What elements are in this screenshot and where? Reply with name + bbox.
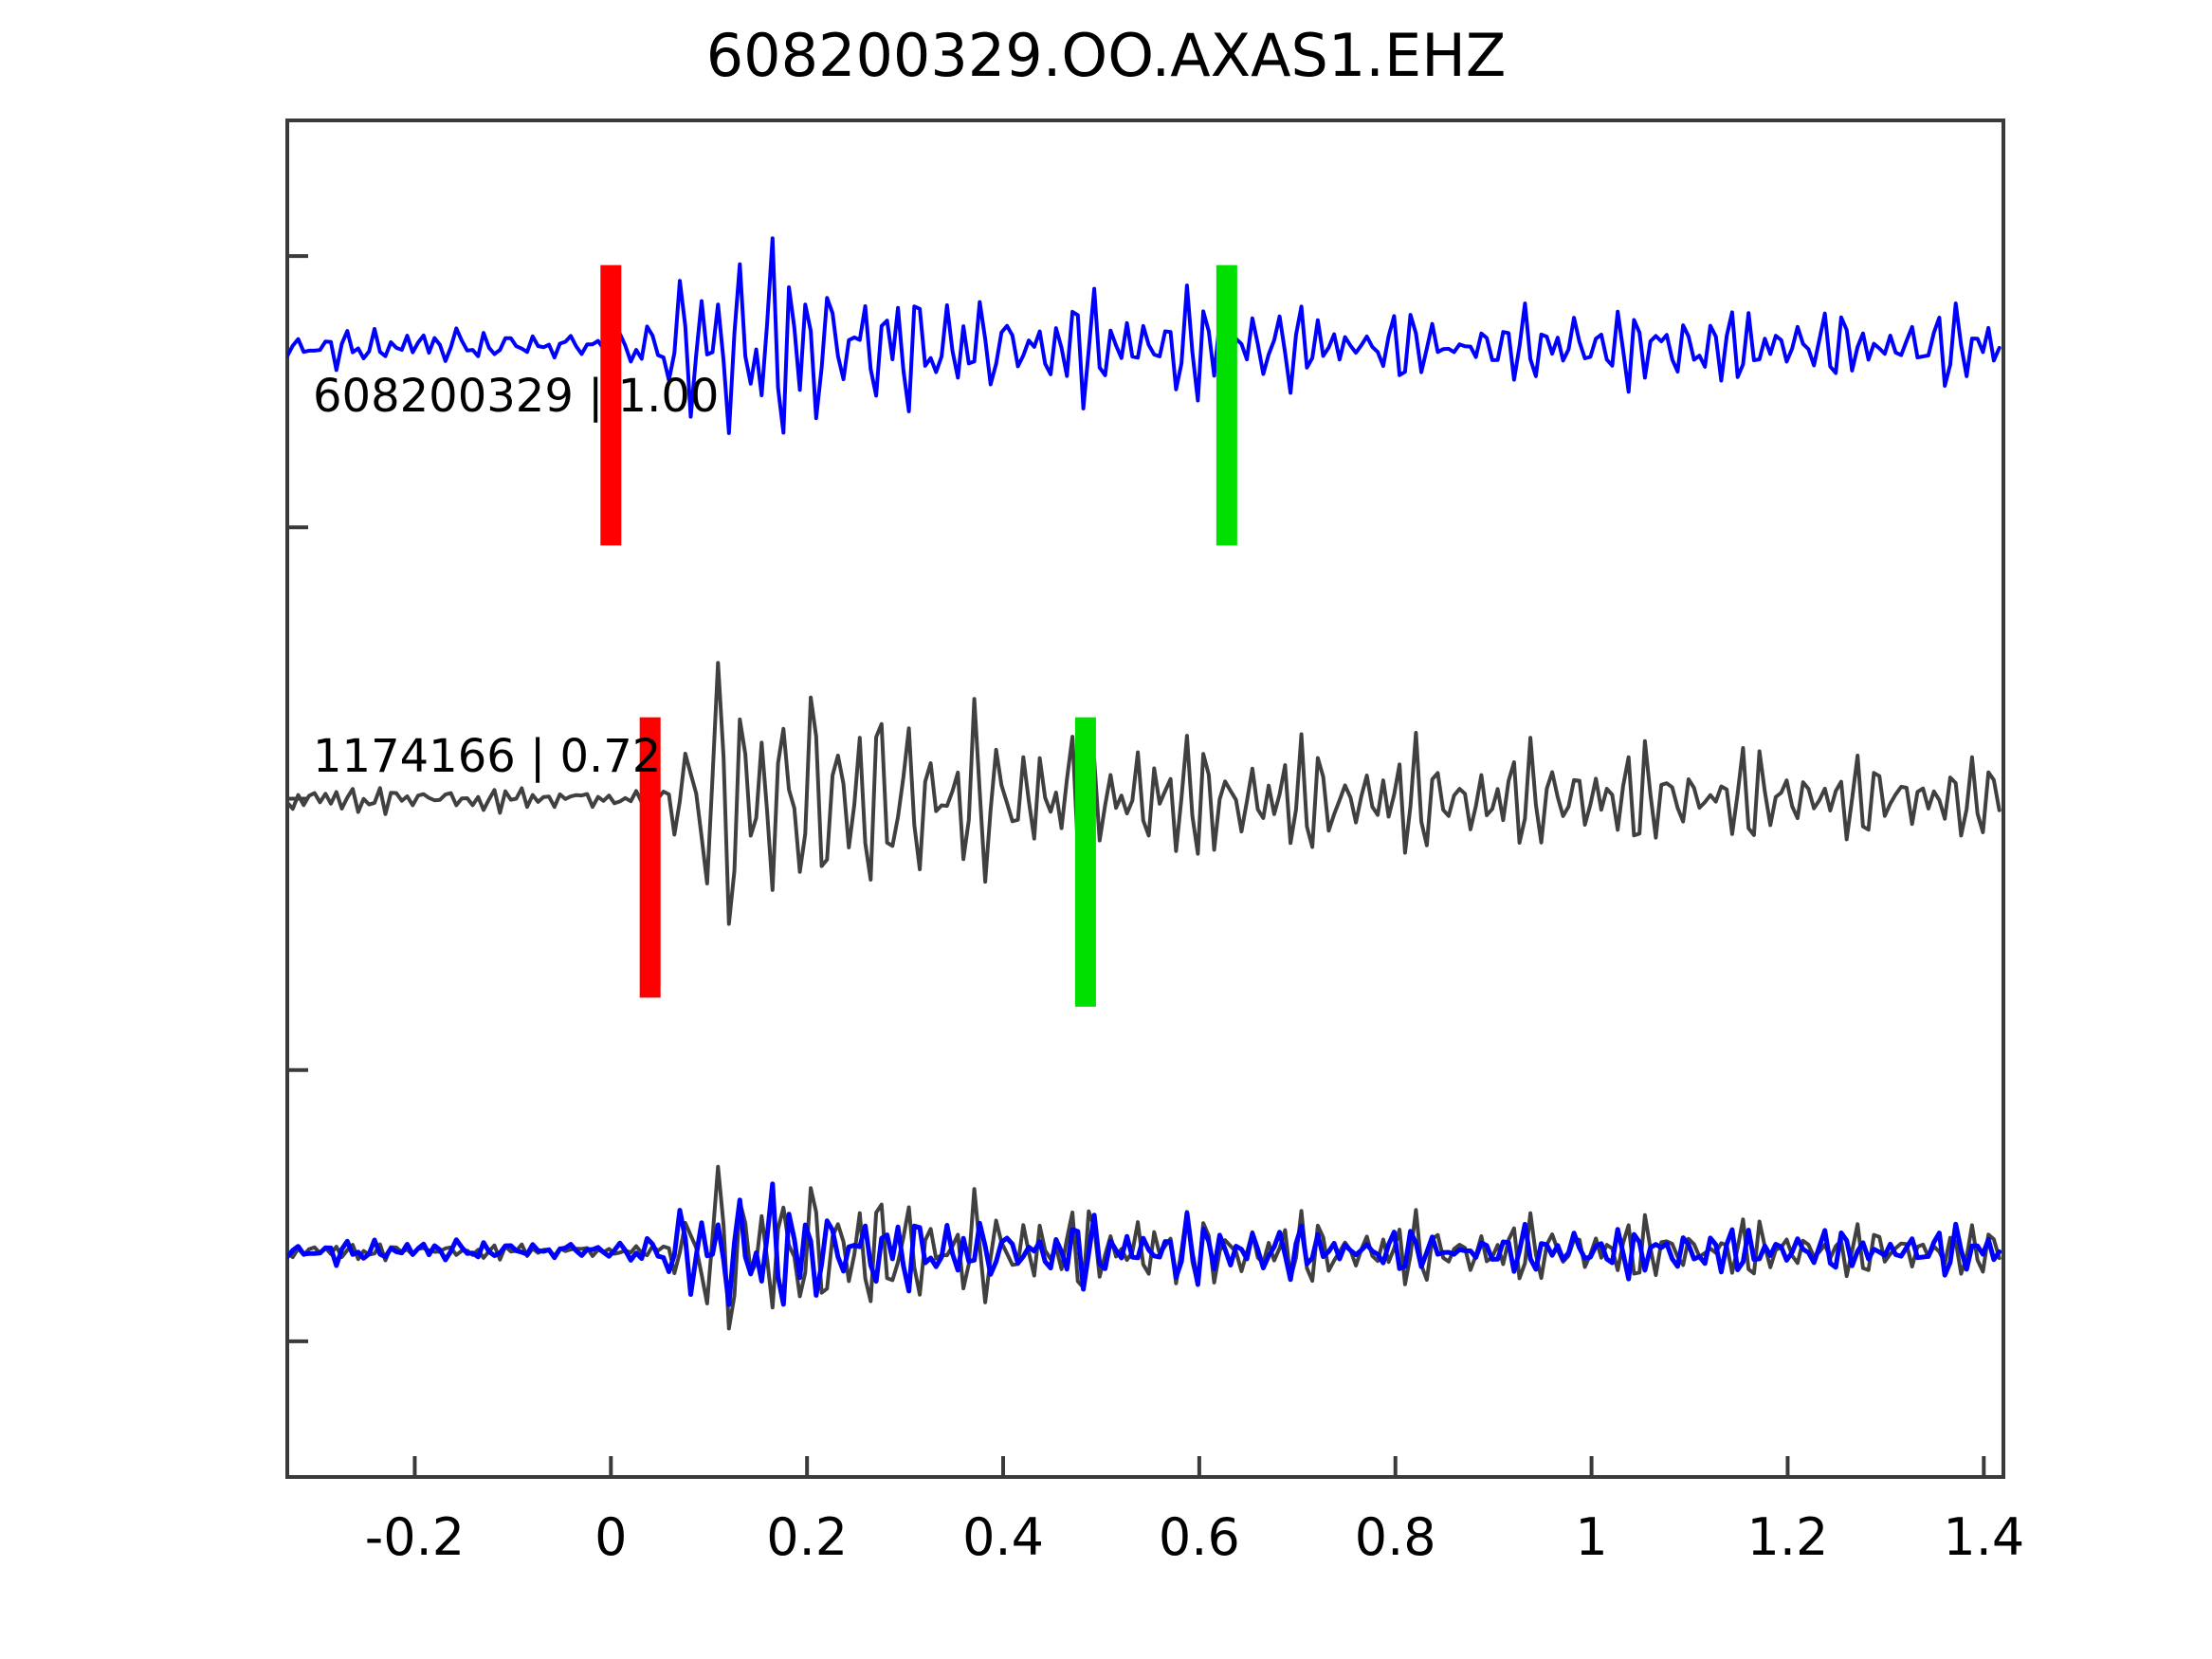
x-tick-label: 1	[1575, 1507, 1608, 1567]
x-tick-label: 1.2	[1746, 1507, 1829, 1567]
pick-markers	[600, 264, 1237, 1007]
trace-label-608200329: 608200329 | 1.00	[313, 370, 720, 423]
x-tick-label: 0.4	[962, 1507, 1044, 1567]
x-tick-label: 0.2	[766, 1507, 849, 1567]
x-tick-label: 1.4	[1943, 1507, 2025, 1567]
page-title: 608200329.OO.AXAS1.EHZ	[705, 21, 1507, 90]
trace-label-1174166: 1174166 | 0.72	[313, 730, 662, 783]
x-tick-label: 0.6	[1158, 1507, 1240, 1567]
axis-ticks	[287, 254, 1986, 1477]
p-pick-marker	[600, 264, 622, 546]
x-tick-label: 0	[594, 1507, 628, 1567]
s-pick-marker	[1074, 717, 1096, 1007]
p-pick-marker	[639, 717, 661, 998]
x-tick-label: -0.2	[364, 1507, 466, 1567]
x-tick-label: 0.8	[1354, 1507, 1436, 1567]
s-pick-marker	[1216, 264, 1237, 546]
waveform-traces	[287, 236, 2002, 1331]
